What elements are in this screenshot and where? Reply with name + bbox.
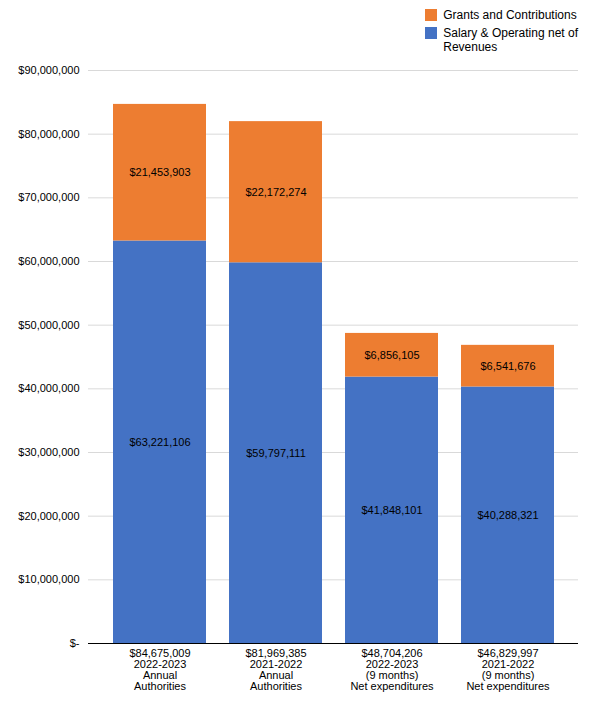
svg-text:$6,541,676: $6,541,676 (480, 360, 535, 372)
svg-text:$59,797,111: $59,797,111 (246, 447, 306, 459)
svg-text:$40,000,000: $40,000,000 (18, 382, 79, 394)
html-text:Salary & Operating net of Reve: Salary & Operating net of Revenues (443, 26, 578, 54)
svg-text:$30,000,000: $30,000,000 (18, 446, 79, 458)
svg-text:$60,000,000: $60,000,000 (18, 255, 79, 267)
svg-text:$50,000,000: $50,000,000 (18, 319, 79, 331)
svg-text:$46,829,9972021-2022(9 months): $46,829,9972021-2022(9 months)Net expend… (466, 647, 550, 692)
svg-text:$20,000,000: $20,000,000 (18, 510, 79, 522)
svg-text:$81,969,3852021-2022AnnualAuth: $81,969,3852021-2022AnnualAuthorities (245, 647, 306, 692)
svg-text:$22,172,274: $22,172,274 (245, 186, 306, 198)
svg-text:$6,856,105: $6,856,105 (364, 349, 419, 361)
svg-text:$84,675,0092022-2023AnnualAuth: $84,675,0092022-2023AnnualAuthorities (129, 647, 190, 692)
svg-text:$21,453,903: $21,453,903 (129, 166, 190, 178)
svg-text:$48,704,2062022-2023(9 months): $48,704,2062022-2023(9 months)Net expend… (350, 647, 434, 692)
svg-text:$41,848,101: $41,848,101 (361, 504, 422, 516)
svg-text:$10,000,000: $10,000,000 (18, 573, 79, 585)
html-text:Grants and Contributions: Grants and Contributions (443, 8, 577, 22)
svg-text:$-: $- (70, 637, 80, 649)
svg-text:$40,288,321: $40,288,321 (477, 509, 538, 521)
svg-text:$80,000,000: $80,000,000 (18, 128, 79, 140)
svg-text:$70,000,000: $70,000,000 (18, 191, 79, 203)
svg-text:$90,000,000: $90,000,000 (18, 64, 79, 76)
svg-text:$63,221,106: $63,221,106 (129, 436, 190, 448)
